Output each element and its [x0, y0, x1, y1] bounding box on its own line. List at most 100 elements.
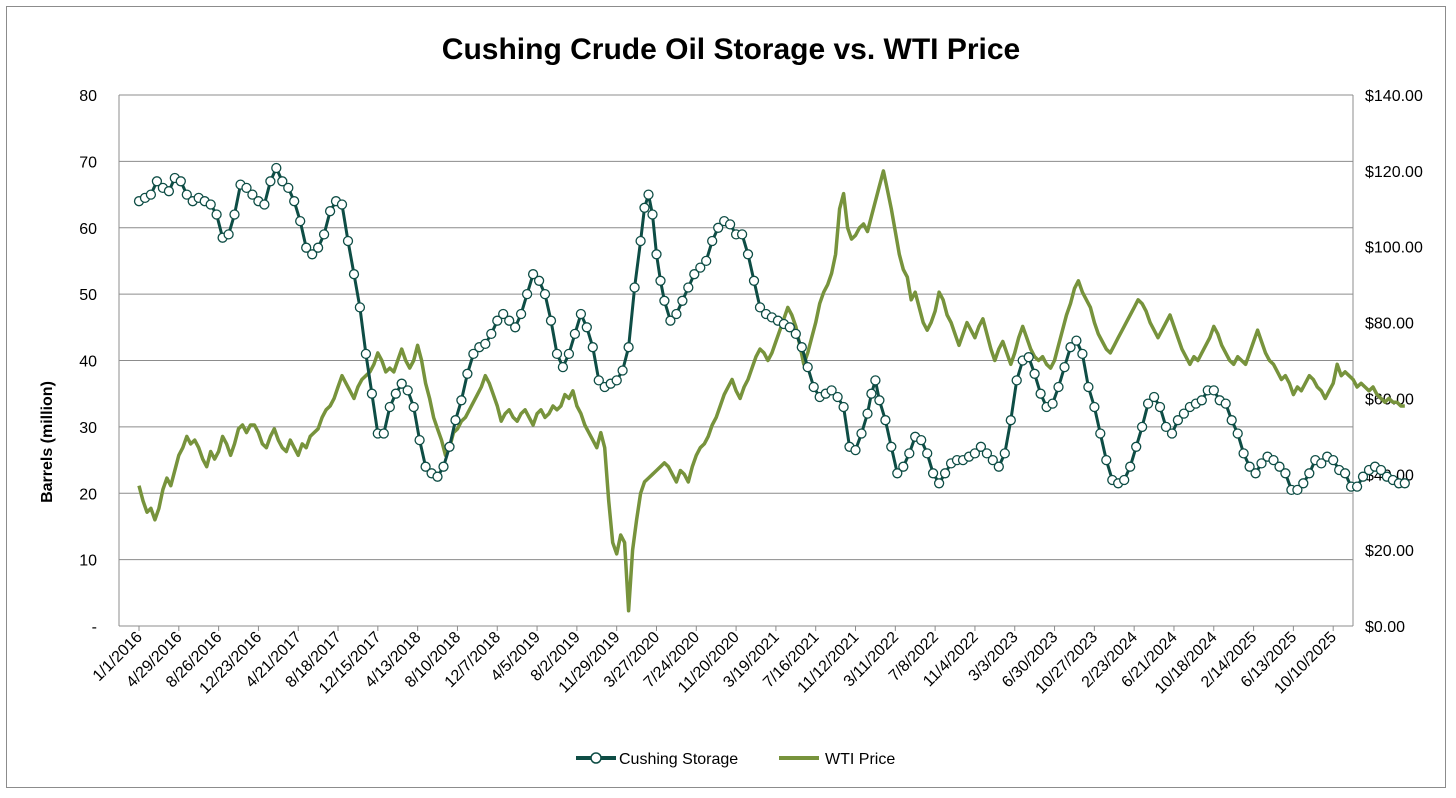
data-point	[1178, 408, 1190, 419]
data-point	[1011, 375, 1022, 386]
data-point	[790, 328, 801, 340]
data-point	[1196, 395, 1207, 406]
data-point	[432, 471, 443, 482]
data-point	[933, 478, 945, 489]
data-point	[1351, 481, 1363, 492]
right-tick-label: $80.00	[1365, 316, 1414, 333]
data-point	[1298, 478, 1309, 489]
data-point	[438, 461, 449, 472]
series-wti-price	[137, 169, 1405, 613]
data-point	[336, 199, 348, 210]
left-tick-label: 10	[79, 553, 97, 570]
right-axis-ticks: $0.00$20.00$40.00$60.00$80.00$100.00$120…	[1365, 88, 1423, 636]
data-point	[384, 401, 395, 413]
left-tick-label: -	[92, 619, 97, 636]
data-point	[866, 388, 877, 399]
left-axis-ticks: - 10 20 30 40 50 60 70 80	[79, 88, 97, 636]
data-point	[1375, 464, 1387, 476]
axes	[118, 95, 1354, 626]
data-point	[623, 342, 634, 353]
right-tick-label: $0.00	[1365, 619, 1405, 636]
data-point	[163, 186, 175, 197]
data-point	[671, 308, 682, 320]
data-point	[593, 375, 604, 386]
data-point	[1292, 484, 1303, 496]
data-point	[1119, 474, 1130, 486]
data-point	[247, 189, 258, 200]
data-point	[1166, 428, 1178, 439]
data-point	[504, 315, 515, 326]
data-point	[647, 209, 658, 220]
data-point	[975, 441, 987, 452]
data-point	[981, 448, 993, 459]
data-point	[999, 448, 1010, 459]
data-point	[587, 342, 598, 353]
data-point	[655, 275, 666, 286]
data-point	[1136, 421, 1148, 433]
data-point	[736, 229, 748, 240]
data-point	[892, 468, 903, 479]
data-point	[665, 315, 676, 326]
data-point	[1029, 368, 1040, 379]
data-point	[1268, 454, 1279, 466]
data-point	[301, 242, 312, 253]
data-point	[480, 338, 491, 350]
data-point	[444, 441, 455, 452]
data-point	[987, 454, 998, 466]
data-point	[348, 269, 360, 280]
data-point	[265, 176, 276, 187]
data-point	[922, 448, 933, 459]
data-point	[545, 315, 557, 326]
data-point	[456, 395, 467, 406]
data-point	[826, 385, 837, 396]
data-point	[312, 242, 324, 253]
data-point	[533, 275, 545, 286]
data-point	[408, 401, 419, 413]
legend-item-wti-price: WTI Price	[779, 751, 895, 768]
legend-item-cushing-storage: Cushing Storage	[576, 751, 738, 768]
data-point	[360, 348, 372, 360]
data-point	[808, 381, 819, 393]
data-point	[1316, 458, 1327, 469]
data-point	[1238, 448, 1249, 459]
data-point	[939, 468, 951, 479]
data-point	[569, 328, 581, 340]
data-point	[742, 249, 754, 260]
data-point	[1125, 461, 1136, 472]
series-layer	[133, 162, 1410, 613]
data-point	[796, 342, 807, 353]
data-point	[850, 444, 861, 456]
data-point	[342, 235, 354, 247]
data-point	[390, 388, 401, 399]
data-point	[1142, 398, 1154, 409]
data-point	[575, 308, 587, 320]
data-point	[856, 428, 867, 439]
data-point	[617, 365, 628, 376]
data-point	[1208, 385, 1219, 396]
data-point	[707, 235, 718, 247]
data-point	[748, 275, 760, 286]
data-point	[551, 348, 563, 360]
left-tick-label: 60	[79, 221, 97, 238]
data-point	[1083, 381, 1094, 393]
data-point	[1280, 468, 1291, 479]
data-point	[527, 269, 539, 280]
data-point	[521, 288, 533, 300]
data-point	[277, 176, 288, 187]
data-point	[468, 348, 479, 360]
data-point	[1095, 428, 1106, 439]
data-point	[295, 215, 306, 227]
data-point	[283, 182, 294, 194]
legend-marker-cushing-storage	[590, 752, 602, 764]
data-point	[486, 328, 497, 340]
data-point	[492, 315, 503, 326]
data-point	[1148, 391, 1160, 403]
gridlines	[119, 94, 1353, 627]
data-point	[498, 308, 509, 320]
series-line	[137, 169, 1405, 613]
left-tick-label: 80	[79, 88, 97, 105]
data-point	[510, 322, 521, 333]
left-tick-label: 50	[79, 287, 97, 304]
data-point	[420, 461, 431, 472]
data-point	[969, 448, 981, 459]
